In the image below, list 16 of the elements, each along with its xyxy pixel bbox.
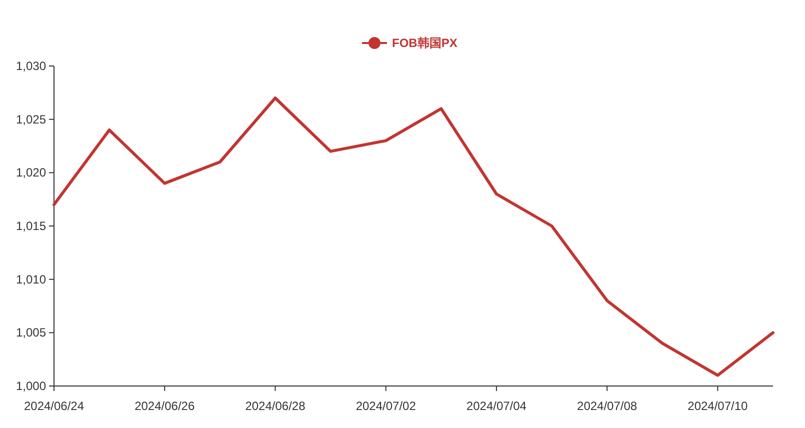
- x-tick-label: 2024/07/04: [466, 399, 527, 413]
- x-tick-label: 2024/06/28: [245, 399, 306, 413]
- y-tick-label: 1,020: [16, 166, 46, 180]
- y-tick-label: 1,005: [16, 326, 46, 340]
- y-tick-label: 1,030: [16, 59, 46, 73]
- x-tick-label: 2024/07/10: [688, 399, 748, 413]
- x-tick-label: 2024/06/26: [134, 399, 195, 413]
- x-tick-label: 2024/06/24: [24, 399, 84, 413]
- line-series: [52, 96, 774, 377]
- y-tick-label: 1,025: [16, 112, 46, 126]
- legend-label: FOB韩国PX: [392, 36, 458, 50]
- x-tick-label: 2024/07/08: [577, 399, 638, 413]
- y-tick-label: 1,010: [16, 272, 46, 286]
- y-tick-label: 1,000: [16, 379, 46, 393]
- x-tick-label: 2024/07/02: [356, 399, 416, 413]
- y-tick-label: 1,015: [16, 219, 46, 233]
